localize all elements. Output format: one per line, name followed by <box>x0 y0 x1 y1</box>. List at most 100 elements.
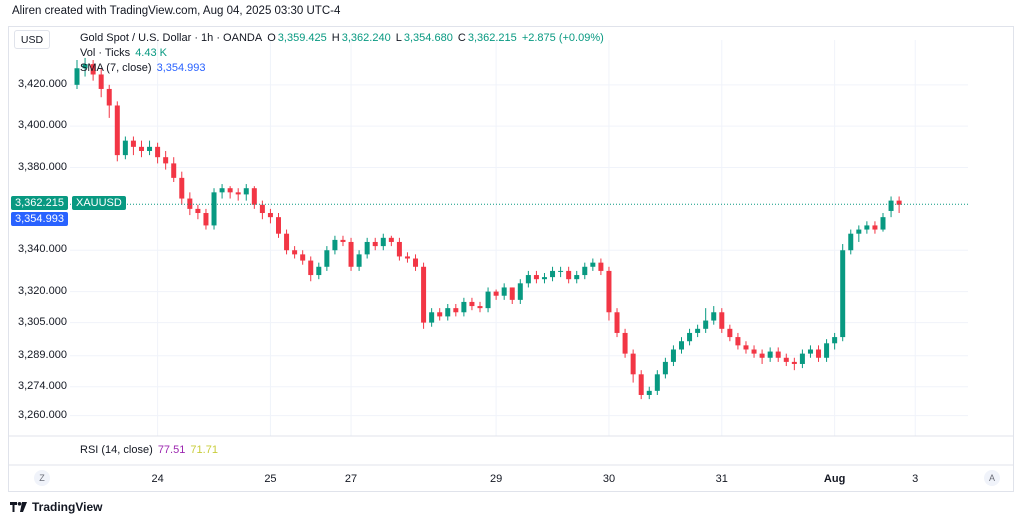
candle-body <box>179 177 185 199</box>
candle <box>380 233 386 251</box>
candle <box>292 246 298 259</box>
candle <box>300 250 306 265</box>
candle <box>413 254 419 271</box>
candle-body <box>203 213 209 226</box>
candle <box>525 270 531 288</box>
candle-body <box>469 301 475 307</box>
candle-body <box>445 308 451 317</box>
candle-body <box>388 237 394 242</box>
candle <box>163 150 169 170</box>
candle <box>598 258 604 276</box>
candle-body <box>453 308 459 313</box>
candle-body <box>662 361 668 375</box>
last-price-badge: 3,362.215 <box>11 196 68 211</box>
candle <box>308 256 314 282</box>
candle <box>429 308 435 327</box>
candle <box>541 272 547 284</box>
candle <box>356 250 362 271</box>
sma-price-badge: 3,354.993 <box>11 212 68 227</box>
candle <box>630 349 636 383</box>
candle-body <box>356 254 362 267</box>
candle <box>227 186 233 199</box>
candle-body <box>646 390 652 395</box>
candle-body <box>429 312 435 323</box>
candle <box>670 345 676 367</box>
candle <box>896 196 902 214</box>
candle-body <box>630 353 636 375</box>
candle <box>767 347 773 362</box>
candle-body <box>840 250 846 338</box>
candle-body <box>670 349 676 362</box>
candle-body <box>284 233 290 251</box>
candle-body <box>525 275 531 284</box>
candle-body <box>114 105 120 156</box>
candle <box>98 68 104 98</box>
candle <box>864 221 870 234</box>
candle-body <box>719 312 725 329</box>
auto-scale-button[interactable]: A <box>984 470 1000 486</box>
candle <box>90 60 96 81</box>
grid-layer <box>70 40 968 436</box>
candle <box>219 184 225 199</box>
candle-body <box>888 200 894 211</box>
candle <box>211 188 217 230</box>
candle-body <box>590 262 596 267</box>
legend-o-label: O <box>267 32 276 44</box>
candle <box>638 370 644 400</box>
candle-body <box>348 241 354 267</box>
legend-rsi-label: RSI (14, close) <box>80 444 153 456</box>
candle-body <box>767 351 773 358</box>
candle <box>759 349 765 364</box>
candle <box>695 324 701 338</box>
x-tick-label: 30 <box>602 473 616 485</box>
candle-body <box>251 188 257 205</box>
candle-body <box>550 270 556 278</box>
legend-rsi-value-2: 71.71 <box>190 444 218 456</box>
candle-body <box>138 146 144 151</box>
candle <box>469 297 475 311</box>
x-tick-label: 27 <box>344 473 358 485</box>
candle <box>138 140 144 158</box>
candle <box>558 266 564 278</box>
candle-body <box>606 270 612 313</box>
legend-sma-row: SMA (7, close) 3,354.993 <box>80 62 208 74</box>
candle-body <box>654 374 660 391</box>
candle-body <box>219 188 225 193</box>
candle <box>509 287 515 304</box>
candle <box>727 324 733 342</box>
candle <box>388 235 394 247</box>
zoom-button[interactable]: Z <box>34 470 50 486</box>
x-tick-label: 25 <box>264 473 277 485</box>
candle-body <box>783 357 789 362</box>
candle-body <box>227 188 233 193</box>
candle-body <box>437 312 443 317</box>
legend-sma-value: 3,354.993 <box>156 62 206 74</box>
candle <box>396 237 402 261</box>
candle <box>259 200 265 220</box>
candle-body <box>211 192 217 226</box>
legend-h-label: H <box>331 32 340 44</box>
candle <box>606 266 612 321</box>
candle-body <box>501 287 507 296</box>
candle-body <box>703 320 709 329</box>
candle <box>590 258 596 271</box>
candle-body <box>598 262 604 271</box>
candle-body <box>832 337 838 344</box>
currency-chip[interactable]: USD <box>14 30 50 49</box>
candle <box>791 357 797 371</box>
legend-c-value: 3,362.215 <box>467 32 517 44</box>
candle <box>533 270 539 284</box>
candle <box>243 184 249 201</box>
candle-body <box>396 241 402 257</box>
y-tick-label: 3,274.000 <box>18 379 67 392</box>
legend-rsi-value-1: 77.51 <box>157 444 186 456</box>
candle-body <box>799 353 805 364</box>
x-tick-label: 29 <box>489 473 503 485</box>
candle <box>74 60 80 89</box>
candle <box>646 386 652 400</box>
candle-body <box>413 258 419 267</box>
candle <box>824 339 830 362</box>
y-tick-label: 3,340.000 <box>18 243 67 256</box>
candle <box>155 142 161 164</box>
